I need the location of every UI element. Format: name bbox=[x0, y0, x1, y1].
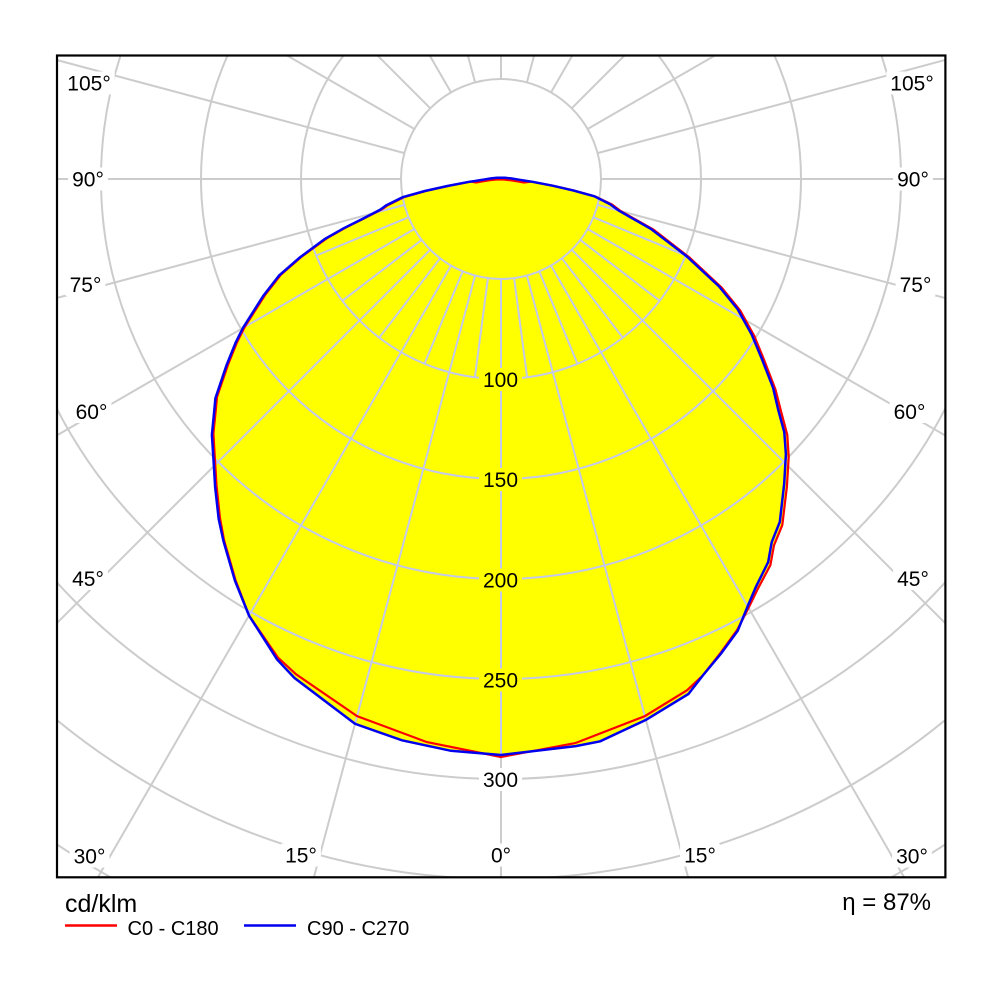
svg-text:250: 250 bbox=[483, 670, 518, 693]
svg-text:60°: 60° bbox=[76, 401, 108, 424]
svg-text:45°: 45° bbox=[897, 568, 929, 591]
svg-text:90°: 90° bbox=[897, 169, 929, 192]
svg-text:15°: 15° bbox=[684, 845, 716, 868]
svg-text:30°: 30° bbox=[896, 846, 928, 869]
svg-text:η = 87%: η = 87% bbox=[842, 889, 931, 916]
svg-text:75°: 75° bbox=[900, 274, 932, 297]
svg-text:30°: 30° bbox=[74, 846, 106, 869]
svg-text:cd/klm: cd/klm bbox=[65, 890, 137, 918]
svg-text:0°: 0° bbox=[491, 845, 511, 868]
svg-text:105°: 105° bbox=[67, 73, 110, 96]
svg-text:105°: 105° bbox=[890, 73, 933, 96]
svg-text:45°: 45° bbox=[72, 568, 104, 591]
svg-text:75°: 75° bbox=[70, 274, 102, 297]
svg-text:300: 300 bbox=[483, 769, 518, 792]
svg-text:90°: 90° bbox=[72, 169, 104, 192]
svg-text:C0 - C180: C0 - C180 bbox=[128, 918, 219, 940]
svg-text:60°: 60° bbox=[894, 401, 926, 424]
svg-text:150: 150 bbox=[483, 469, 518, 492]
svg-text:200: 200 bbox=[483, 570, 518, 593]
svg-text:C90 - C270: C90 - C270 bbox=[307, 918, 409, 940]
svg-text:100: 100 bbox=[483, 369, 518, 392]
svg-text:15°: 15° bbox=[285, 845, 317, 868]
